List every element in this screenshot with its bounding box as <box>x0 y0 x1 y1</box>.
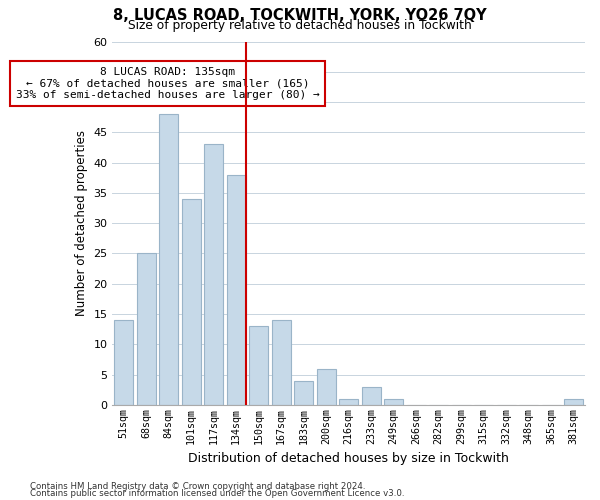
Bar <box>204 144 223 405</box>
Bar <box>339 399 358 405</box>
Text: Contains public sector information licensed under the Open Government Licence v3: Contains public sector information licen… <box>30 489 404 498</box>
Bar <box>227 174 246 405</box>
Text: Size of property relative to detached houses in Tockwith: Size of property relative to detached ho… <box>128 18 472 32</box>
Bar <box>317 368 336 405</box>
Bar <box>114 320 133 405</box>
Text: 8, LUCAS ROAD, TOCKWITH, YORK, YO26 7QY: 8, LUCAS ROAD, TOCKWITH, YORK, YO26 7QY <box>113 8 487 22</box>
Text: 8 LUCAS ROAD: 135sqm
← 67% of detached houses are smaller (165)
33% of semi-deta: 8 LUCAS ROAD: 135sqm ← 67% of detached h… <box>16 67 320 100</box>
Bar <box>362 386 381 405</box>
Y-axis label: Number of detached properties: Number of detached properties <box>75 130 88 316</box>
Bar <box>182 199 200 405</box>
Bar <box>159 114 178 405</box>
Bar <box>272 320 291 405</box>
X-axis label: Distribution of detached houses by size in Tockwith: Distribution of detached houses by size … <box>188 452 509 465</box>
Bar <box>249 326 268 405</box>
Bar <box>137 254 155 405</box>
Bar <box>564 399 583 405</box>
Text: Contains HM Land Registry data © Crown copyright and database right 2024.: Contains HM Land Registry data © Crown c… <box>30 482 365 491</box>
Bar <box>384 399 403 405</box>
Bar <box>294 380 313 405</box>
